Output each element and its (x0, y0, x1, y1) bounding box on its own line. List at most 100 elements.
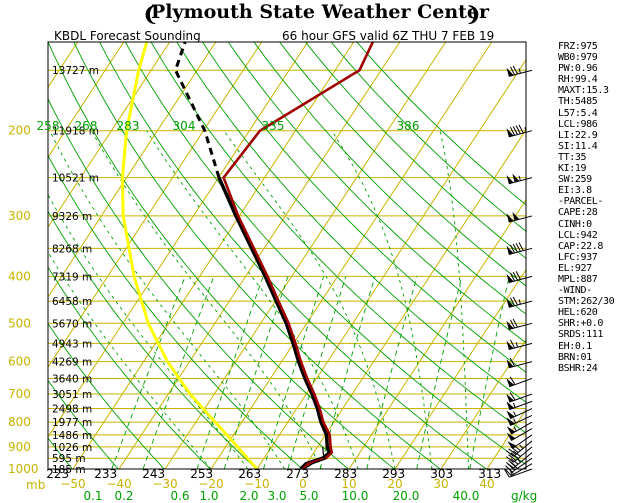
page-title: Plymouth State Weather Center (150, 1, 490, 23)
height-label: 13727 m (52, 65, 99, 77)
wind-barb-shaft (513, 452, 533, 469)
isentrope-label: 293 (382, 467, 405, 481)
wind-barb-tick (509, 66, 516, 76)
mixing-ratio-line (416, 276, 463, 469)
mixing-ratio-line (111, 276, 186, 469)
dry-adiabat-line (253, 42, 526, 315)
wind-barb-half-tick (524, 127, 527, 133)
wind-barb-tick (505, 456, 514, 463)
wind-barb (506, 376, 533, 388)
index-line: CAP:22.8 (558, 240, 603, 252)
wind-barb-half-tick (513, 418, 517, 424)
wind-barb-shaft (510, 428, 533, 442)
wind-barb-tick (509, 272, 516, 282)
dry-adiabat-line (48, 379, 119, 469)
wind-barb-shaft (508, 322, 533, 330)
isentrope-label: 253 (190, 467, 213, 481)
right-flag-icon: ❩ (465, 2, 482, 26)
wind-barb-shaft (512, 434, 533, 450)
pressure-tick-label: 700 (8, 387, 31, 401)
mixing-ratio-tick-label: 0.2 (114, 489, 133, 503)
index-line: LCL:986 (558, 118, 598, 130)
isotherm-line (48, 42, 263, 368)
temperature-tick-label: −20 (198, 477, 223, 491)
wind-barb-half-tick (513, 411, 517, 417)
index-line: EI:3.8 (558, 185, 592, 197)
dry-adiabat-line (279, 42, 526, 287)
index-line: SI:11.4 (558, 140, 598, 152)
height-label: 2498 m (52, 404, 92, 416)
isentrope-top-label: 386 (397, 119, 420, 133)
index-line: KI:19 (558, 163, 587, 175)
isotherm-line (440, 338, 526, 469)
height-label: 6458 m (52, 296, 92, 308)
wind-barb-shaft (508, 247, 533, 255)
index-line: STM:262/30 (558, 296, 615, 308)
wind-barb-flag (512, 211, 520, 221)
wind-barb-flag (506, 245, 514, 255)
wind-barb (506, 65, 533, 77)
wind-barb-tick (515, 243, 521, 252)
moist-adiabat-line (331, 130, 433, 469)
moist-adiabat-line (48, 193, 249, 469)
wind-barb-tick (509, 244, 516, 254)
isentrope-label: 223 (46, 467, 69, 481)
wind-barb-tick (509, 339, 516, 349)
wind-barb-shaft (513, 440, 533, 457)
wind-barb-flag (506, 213, 514, 223)
parcel-path-line (303, 446, 326, 469)
dry-adiabat-line (48, 97, 349, 469)
temperature-tick-label: −40 (106, 477, 131, 491)
wind-barb-shaft (509, 468, 533, 478)
wind-barb (506, 414, 533, 427)
mixing-ratio-tick-label: 0.1 (83, 489, 102, 503)
dewpoint-line (217, 176, 332, 469)
wind-barb-tick (508, 460, 517, 467)
plot-frame (47, 41, 527, 470)
dry-adiabat-line (48, 154, 303, 469)
mixing-ratio-line (223, 276, 289, 469)
wind-barb-tick (509, 376, 516, 385)
dry-adiabat-line (330, 42, 526, 232)
isentrope-top-label: 258 (37, 119, 60, 133)
height-label: 3640 m (52, 373, 92, 385)
isentrope-label: 263 (238, 467, 261, 481)
pressure-tick-label: 800 (8, 415, 31, 429)
wind-barb-flag (506, 410, 515, 419)
pressure-tick-label: 500 (8, 316, 31, 330)
mixing-ratio-tick-label: 2.0 (239, 489, 258, 503)
dry-adiabat-line (227, 42, 526, 344)
wind-barb-shaft (508, 361, 533, 369)
wind-barb (506, 271, 533, 284)
dry-adiabat-line (48, 322, 165, 469)
wind-barb-tick (512, 126, 518, 135)
stability-indices-panel: FRZ:975 WB0:979 PW:0.96 RH:99.4 MAXT:15.3 TH:… (558, 41, 640, 374)
isentrope-top-label: 304 (173, 119, 196, 133)
wind-barb-tick (508, 448, 517, 455)
pressure-tick-label: 300 (8, 209, 31, 223)
isotherm-line (48, 42, 309, 438)
mixing-ratio-line (366, 276, 418, 469)
index-line: CINH:0 (558, 218, 592, 230)
isotherm-line (48, 42, 125, 159)
wind-barb-half-tick (518, 68, 521, 74)
wind-barb-half-tick (518, 299, 521, 305)
mixing-ratio-unit-label: g/kg (511, 489, 537, 503)
height-label: 8268 m (52, 243, 92, 255)
index-line: BRN:01 (558, 351, 592, 363)
moist-adiabat-line (91, 130, 322, 469)
wind-barb-half-tick (518, 175, 521, 181)
height-label: 4943 m (52, 338, 92, 350)
mixing-ratio-tick-label: 1.0 (199, 489, 218, 503)
wind-barb-flag (506, 273, 514, 283)
mixing-ratio-tick-label: 20.0 (393, 489, 420, 503)
dry-adiabat-line (150, 42, 526, 434)
wind-barb-shaft (509, 377, 533, 388)
wind-barb-flag (506, 320, 514, 330)
mixing-ratio-line (142, 276, 215, 469)
wind-barb-flag (506, 67, 514, 77)
temperature-tick-label: 30 (433, 477, 448, 491)
wind-barb-half-tick (515, 342, 518, 348)
wind-barb-tick (508, 454, 517, 461)
isentrope-label: 303 (430, 467, 453, 481)
